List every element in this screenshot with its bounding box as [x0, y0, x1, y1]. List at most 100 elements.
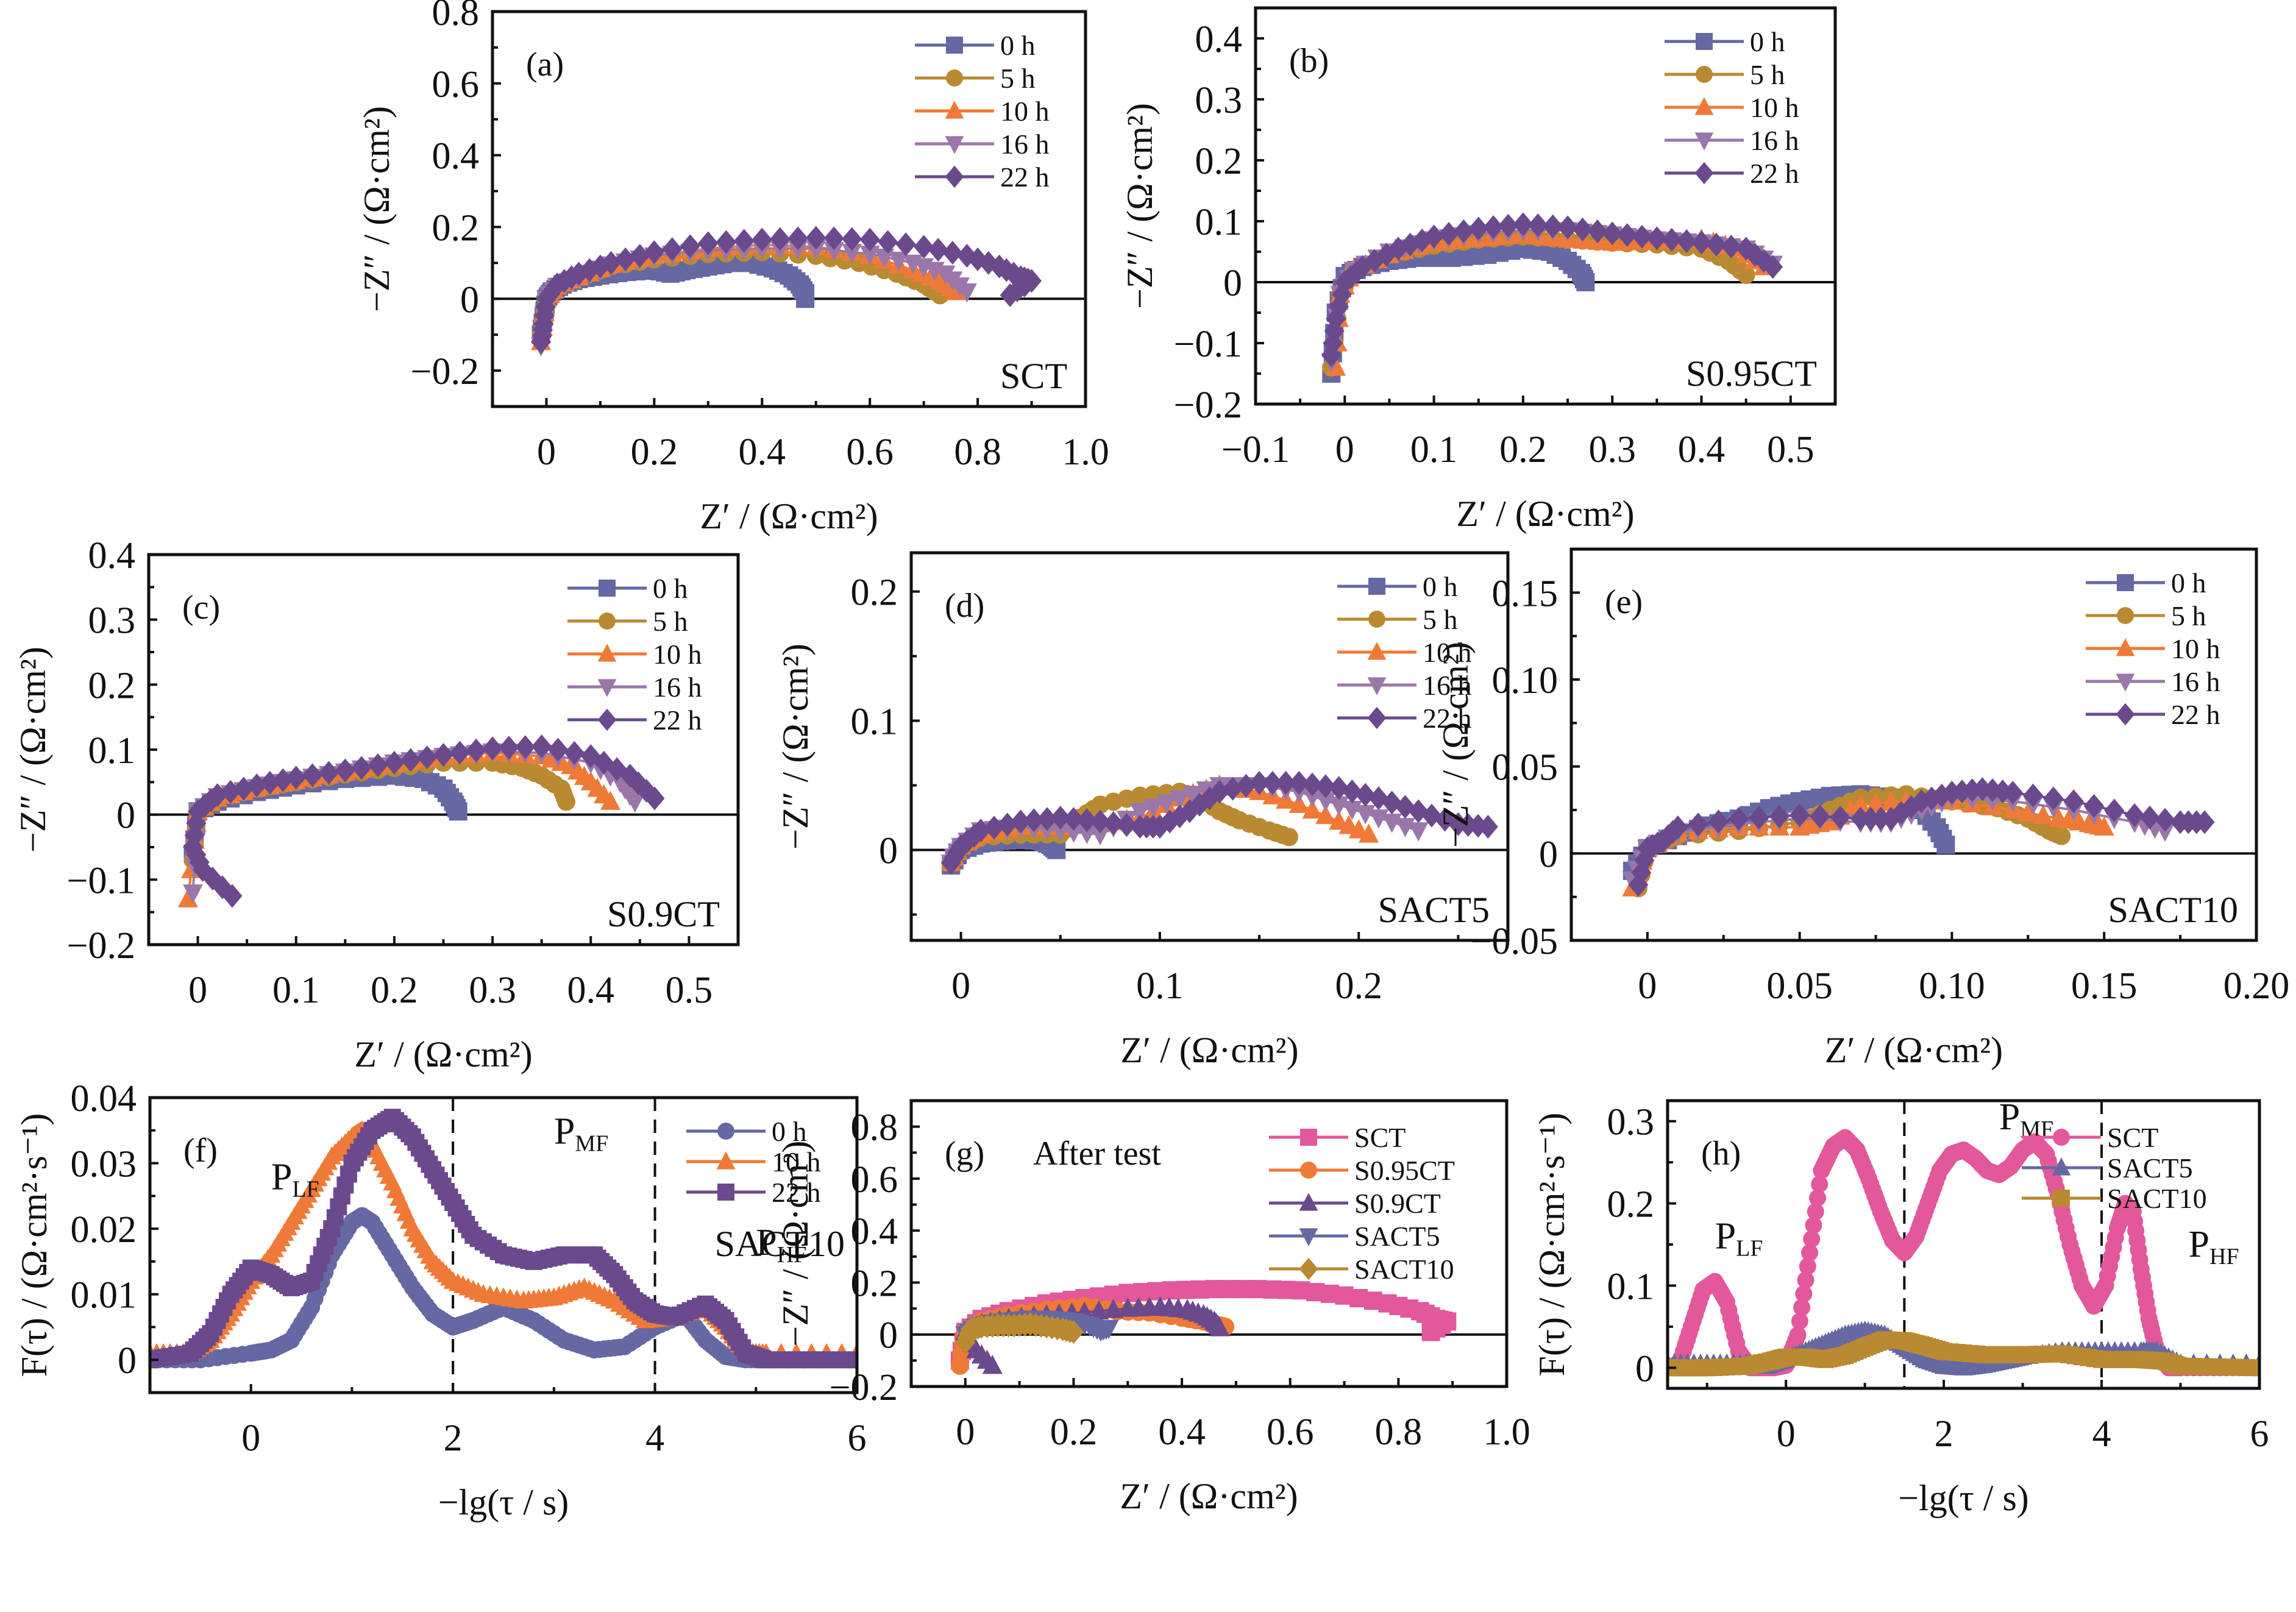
legend-item: 0 h	[915, 30, 1036, 61]
series-sact10	[955, 1312, 1084, 1355]
legend-marker-icon	[2052, 1157, 2071, 1176]
legend-item: 5 h	[2086, 600, 2206, 631]
data-point	[956, 283, 977, 303]
x-tick-label: 6	[2250, 1413, 2269, 1455]
data-point	[1808, 1189, 1826, 1207]
x-tick-label: 6	[848, 1418, 867, 1459]
legend-item: 22 h	[1337, 703, 1472, 734]
legend-item: SACT10	[1269, 1254, 1454, 1285]
panel-label: (d)	[945, 587, 984, 625]
data-point	[1209, 779, 1230, 804]
data-point	[1162, 1281, 1181, 1300]
legend-label: 0 h	[772, 1116, 807, 1147]
sample-label: S0.95CT	[1686, 353, 1817, 394]
series-group	[940, 770, 1498, 875]
legend-marker-icon	[599, 612, 616, 630]
data-point	[220, 779, 241, 804]
legend-item: SACT5	[1269, 1221, 1440, 1252]
data-point	[1805, 1216, 1822, 1234]
x-axis-title: −lg(τ / s)	[438, 1482, 569, 1522]
data-point	[2033, 804, 2053, 825]
data-point	[1306, 1283, 1325, 1302]
data-point	[2124, 803, 2145, 828]
series-group	[950, 1280, 1457, 1375]
legend-item: 10 h	[915, 96, 1050, 127]
data-point	[928, 238, 948, 262]
data-point	[1023, 808, 1044, 833]
legend-label: 22 h	[1000, 162, 1050, 193]
data-point	[1117, 813, 1137, 837]
legend-item: 16 h	[915, 129, 1050, 160]
x-tick-label: 0	[1335, 429, 1354, 470]
legend-label: 16 h	[1423, 670, 1472, 701]
x-tick-label: 0.8	[1375, 1411, 1423, 1453]
data-point	[1363, 1291, 1382, 1310]
legend-label: 22 h	[2171, 699, 2220, 730]
data-point	[601, 250, 622, 275]
data-point	[1543, 214, 1563, 238]
data-point	[368, 753, 388, 778]
data-point	[2224, 1358, 2242, 1376]
series-group	[1622, 777, 2215, 898]
data-point	[1315, 804, 1336, 825]
legend-item: 22 h	[915, 162, 1050, 193]
data-point	[1147, 1282, 1166, 1301]
data-point	[1587, 219, 1608, 244]
legend-label: 22 h	[772, 1177, 821, 1208]
legend-label: SCT	[1354, 1122, 1406, 1153]
data-point	[1076, 808, 1097, 833]
data-point	[734, 229, 755, 253]
y-tick-label: 0	[116, 795, 135, 837]
data-point	[1234, 1280, 1253, 1299]
x-axis-title: Z′ / (Ω·cm²)	[1120, 1476, 1298, 1516]
legend-label: 0 h	[2171, 567, 2206, 598]
y-tick-label: 0.4	[88, 535, 136, 577]
data-point	[1662, 227, 1682, 252]
legend-label: 10 h	[1000, 96, 1050, 127]
data-point	[1830, 805, 1850, 829]
data-point	[1691, 230, 1712, 255]
x-tick-label: 0.3	[1588, 429, 1636, 470]
y-tick-label: 0.8	[432, 0, 480, 34]
data-point	[984, 815, 1004, 840]
data-point	[1292, 1281, 1310, 1300]
data-point	[2251, 1359, 2259, 1377]
data-point	[1668, 815, 1688, 840]
data-point	[895, 232, 916, 257]
data-point	[1359, 823, 1379, 843]
annotation-text: After test	[1033, 1135, 1161, 1173]
data-point	[531, 734, 552, 759]
data-point	[997, 812, 1018, 837]
legend-marker-icon	[2117, 574, 2134, 591]
y-axis-title: −Z″ / (Ω·cm²)	[775, 1141, 816, 1347]
y-tick-label: 0	[1635, 1348, 1654, 1390]
data-point	[1176, 1280, 1195, 1299]
legend-marker-icon	[716, 1151, 736, 1170]
legend-marker-icon	[1299, 1257, 1318, 1280]
y-axis-title: −Z″ / (Ω·cm²)	[775, 644, 816, 850]
legend-marker-icon	[599, 580, 616, 597]
legend-marker-icon	[1694, 97, 1714, 115]
data-point	[302, 763, 323, 787]
legend-label: 5 h	[1423, 604, 1458, 635]
y-axis-title: F(τ) / (Ω·cm²·s⁻¹)	[14, 1113, 54, 1377]
x-tick-label: 0	[188, 970, 207, 1011]
peak-label: PMF	[1999, 1096, 2053, 1142]
series-22-h	[940, 770, 1498, 875]
data-point	[1708, 809, 1729, 834]
x-axis-title: −lg(τ / s)	[1898, 1478, 2029, 1518]
data-point	[183, 884, 204, 904]
data-point	[2084, 794, 2105, 818]
data-point	[400, 748, 421, 772]
legend-marker-icon	[1367, 706, 1387, 730]
sample-label: SACT5	[1378, 890, 1490, 930]
data-point	[2198, 1358, 2216, 1376]
y-tick-label: 0.4	[432, 136, 480, 177]
data-point	[1617, 223, 1638, 247]
panel-b: −0.1 0 0.1 0.2 0.3 0.4 0.5−0.2−0.100.10.20.30.…	[1120, 6, 1837, 534]
data-point	[1871, 806, 1891, 831]
plot-frame	[1254, 6, 1837, 406]
data-point	[1090, 809, 1111, 834]
data-point	[1064, 823, 1084, 843]
